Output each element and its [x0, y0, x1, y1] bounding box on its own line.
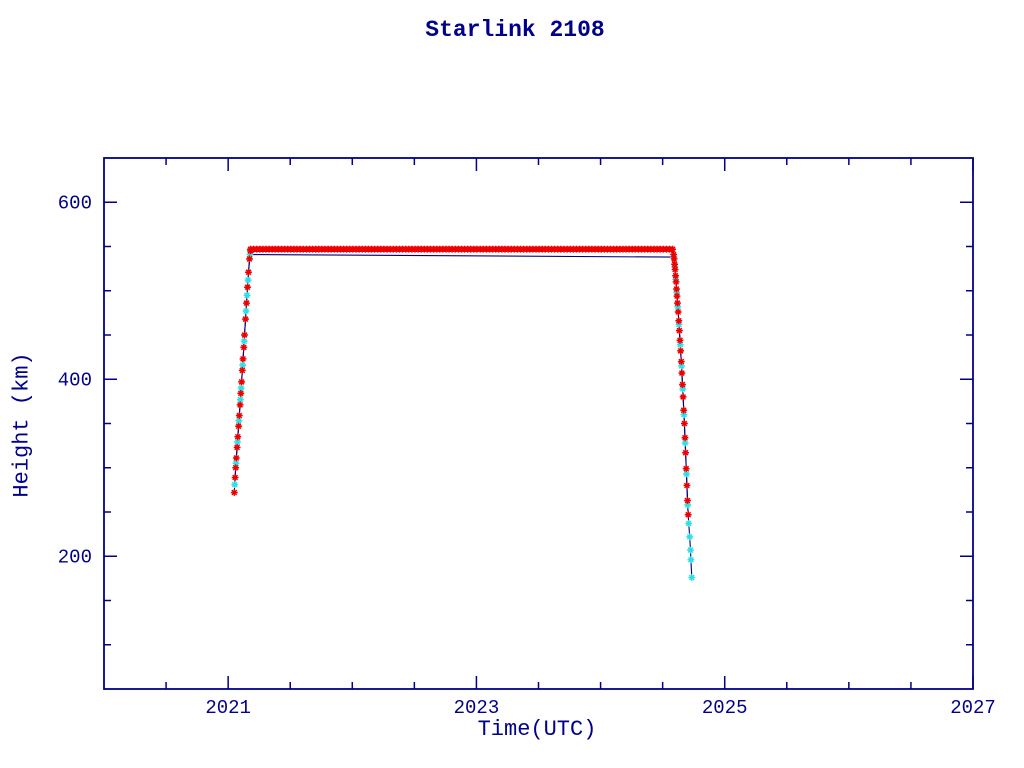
x-axis-ticks — [165, 158, 974, 689]
x-tick-label: 2023 — [454, 697, 500, 719]
plot-box — [103, 157, 974, 690]
y-tick-label: 400 — [58, 369, 92, 391]
chart-title: Starlink 2108 — [425, 17, 605, 43]
x-tick-label: 2021 — [205, 697, 251, 719]
cyan-height-markers-line — [234, 253, 693, 578]
x-tick-label: 2027 — [950, 697, 996, 719]
y-tick-label: 600 — [58, 192, 92, 214]
y-tick-label: 200 — [58, 546, 92, 568]
y-axis-ticks — [104, 201, 973, 646]
red-height-markers — [230, 245, 692, 519]
x-axis-title: Time(UTC) — [477, 717, 597, 742]
cyan-height-markers — [231, 251, 696, 581]
x-tick-label: 2025 — [702, 697, 748, 719]
red-height-markers-line — [233, 248, 689, 515]
